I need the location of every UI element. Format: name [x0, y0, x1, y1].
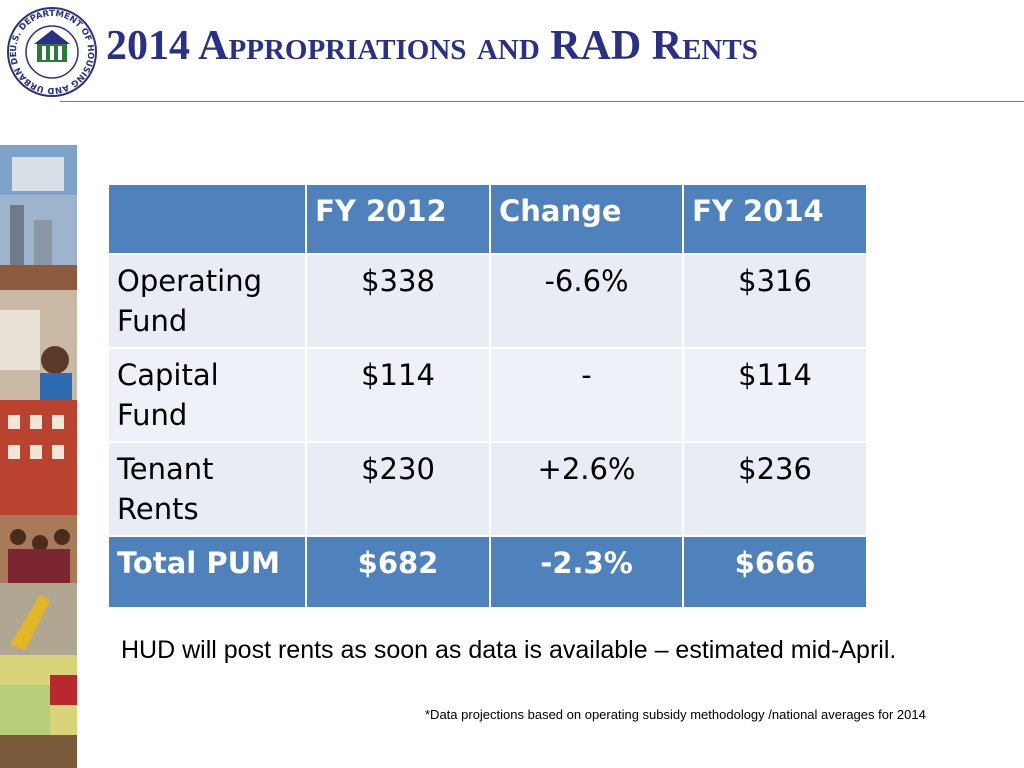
row-label: Tenant Rents [106, 441, 308, 537]
table-cell: $114 [305, 347, 491, 443]
logo: U.S. DEPARTMENT OF HOUSING AND URBAN DEV… [6, 6, 97, 97]
note: HUD will post rents as soon as data is a… [121, 636, 897, 664]
column-header: FY 2014 [682, 183, 868, 255]
row-label: Operating Fund [106, 253, 308, 349]
column-header: Change [488, 183, 685, 255]
table-body: Operating Fund $338 -6.6% $316 Capital Fund $… [106, 253, 868, 609]
header-corner [106, 183, 308, 255]
table-row: Tenant Rents $230 +2.6% $236 [106, 441, 868, 537]
table-row: Total PUM $682 -2.3% $666 [106, 535, 868, 609]
table-cell: $338 [305, 253, 491, 349]
table-cell: $316 [682, 253, 868, 349]
table-cell: - [488, 347, 685, 443]
header-row: FY 2012 Change FY 2014 [106, 183, 868, 255]
photo-strip [0, 145, 77, 768]
table-cell: $682 [305, 535, 491, 609]
slide-title: 2014 Appropriations and RAD Rents [106, 23, 758, 69]
row-label: Total PUM [106, 535, 308, 609]
table-cell: -6.6% [488, 253, 685, 349]
title-rule [60, 101, 1024, 102]
column-header: FY 2012 [305, 183, 491, 255]
table-cell: $666 [682, 535, 868, 609]
table-row: Operating Fund $338 -6.6% $316 [106, 253, 868, 349]
table-cell: $230 [305, 441, 491, 537]
table-cell: +2.6% [488, 441, 685, 537]
logo-roof [34, 30, 70, 44]
rent-table: FY 2012 Change FY 2014 Operating Fund $33… [106, 183, 868, 609]
row-label: Capital Fund [106, 347, 308, 443]
table-cell: $114 [682, 347, 868, 443]
table-row: Capital Fund $114- $114 [106, 347, 868, 443]
table-cell: $236 [682, 441, 868, 537]
table-cell: -2.3% [488, 535, 685, 609]
footnote: *Data projections based on operating sub… [425, 707, 926, 722]
